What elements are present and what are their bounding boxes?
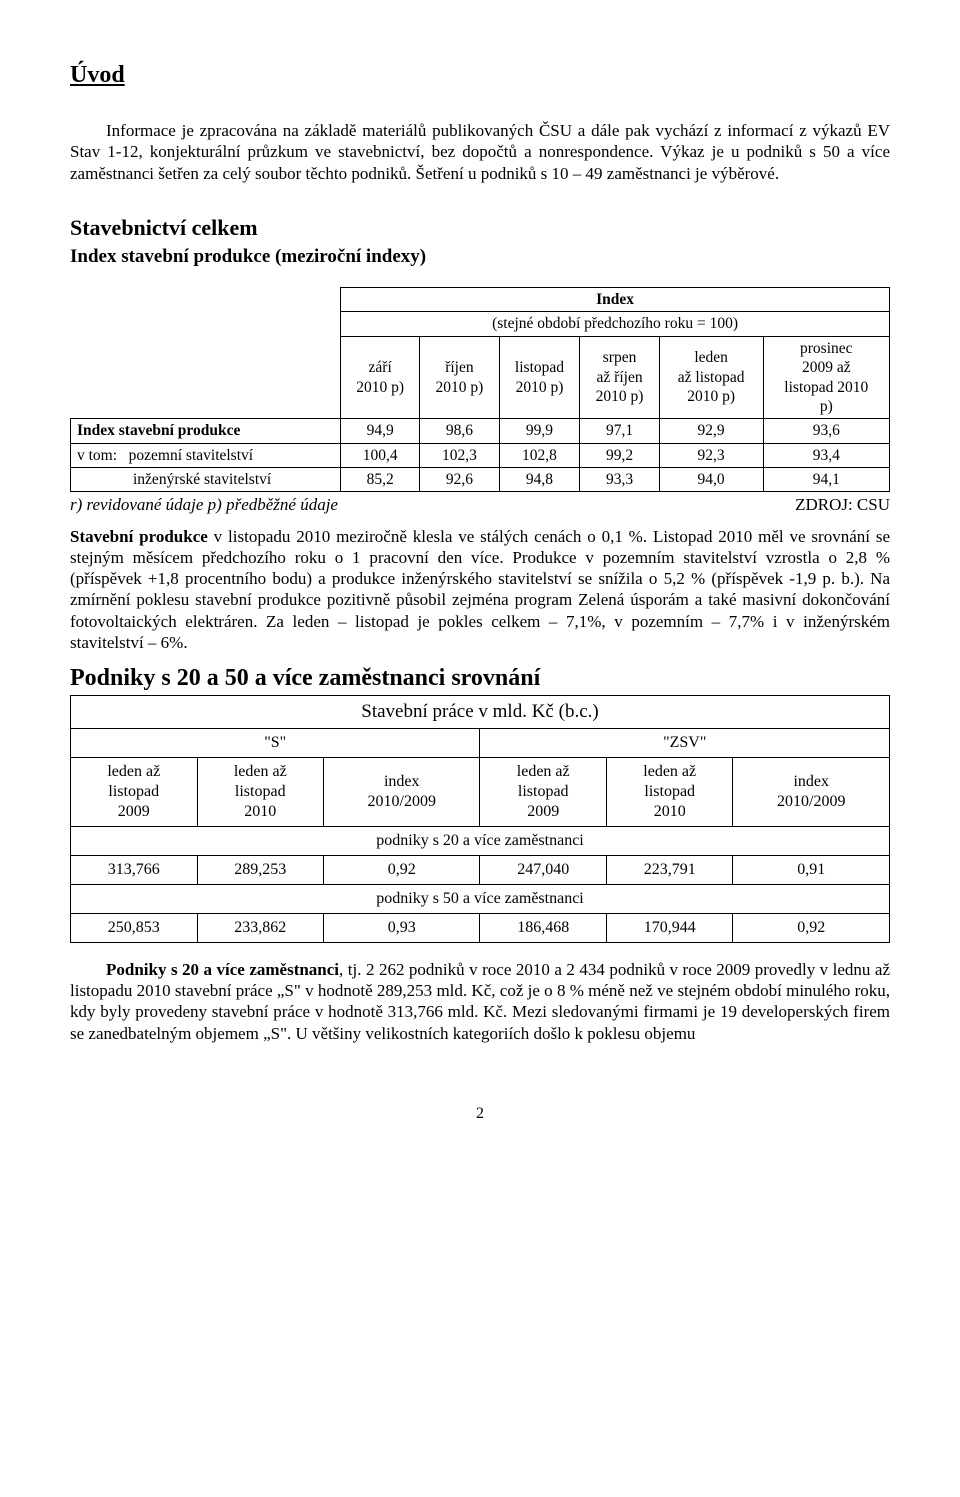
cmp-title: Stavební práce v mld. Kč (b.c.) [71, 696, 890, 729]
cmp-s-label: "S" [71, 728, 480, 757]
idx-col-1: září 2010 p) [341, 336, 420, 419]
cmp-col-d: leden až listopad 2009 [480, 757, 607, 826]
cmp-sub2: podniky s 50 a více zaměstnanci [71, 884, 890, 913]
cmp-col-e: leden až listopad 2010 [606, 757, 733, 826]
cmp-col-b: leden až listopad 2010 [197, 757, 324, 826]
notes-line: r) revidované údaje p) předběžné údaje Z… [70, 494, 890, 515]
cmp-zsv-label: "ZSV" [480, 728, 890, 757]
page-title: Úvod [70, 60, 890, 90]
section1-title: Stavebnictví celkem [70, 214, 890, 242]
table-row: Index stavební produkce 94,9 98,6 99,9 9… [71, 419, 890, 443]
table-row: 313,766 289,253 0,92 247,040 223,791 0,9… [71, 855, 890, 884]
idx-col-2: říjen 2010 p) [420, 336, 499, 419]
source-label: ZDROJ: CSU [795, 494, 890, 515]
intro-paragraph: Informace je zpracována na základě mater… [70, 120, 890, 184]
table-row: inženýrské stavitelství 85,2 92,6 94,8 9… [71, 468, 890, 492]
idx-col-6: prosinec 2009 až listopad 2010 p) [763, 336, 889, 419]
analysis-paragraph: Stavební produkce v listopadu 2010 mezir… [70, 526, 890, 654]
idx-sub-header: (stejné období předchozího roku = 100) [341, 312, 890, 336]
page-number: 2 [70, 1104, 890, 1124]
cmp-sub1: podniky s 20 a více zaměstnanci [71, 826, 890, 855]
idx-col-4: srpen až říjen 2010 p) [580, 336, 659, 419]
final-paragraph: Podniky s 20 a více zaměstnanci, tj. 2 2… [70, 959, 890, 1044]
idx-top-header: Index [341, 288, 890, 312]
index-table: Index (stejné období předchozího roku = … [70, 287, 890, 492]
cmp-col-c: index 2010/2009 [324, 757, 480, 826]
section2-title: Podniky s 20 a 50 a více zaměstnanci sro… [70, 663, 890, 693]
section1-subtitle: Index stavební produkce (meziroční index… [70, 245, 890, 269]
notes-left: r) revidované údaje p) předběžné údaje [70, 495, 338, 514]
cmp-col-a: leden až listopad 2009 [71, 757, 198, 826]
cmp-col-f: index 2010/2009 [733, 757, 890, 826]
table-row: 250,853 233,862 0,93 186,468 170,944 0,9… [71, 913, 890, 942]
idx-col-5: leden až listopad 2010 p) [659, 336, 763, 419]
idx-col-3: listopad 2010 p) [499, 336, 580, 419]
table-row: v tom: pozemní stavitelství 100,4 102,3 … [71, 443, 890, 467]
comparison-table: Stavební práce v mld. Kč (b.c.) "S" "ZSV… [70, 695, 890, 943]
